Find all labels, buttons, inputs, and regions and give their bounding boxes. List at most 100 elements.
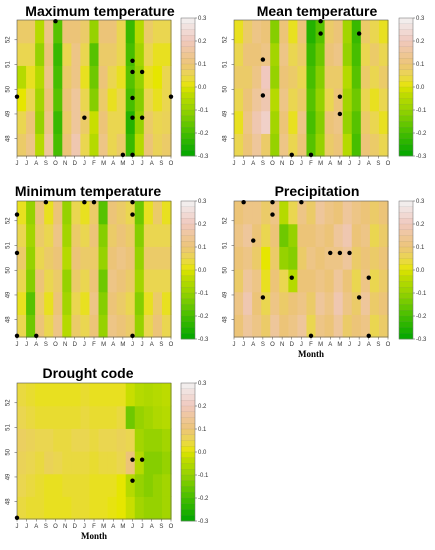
heatmap-cell xyxy=(306,269,317,293)
heatmap-cell xyxy=(143,88,154,112)
heatmap-cell xyxy=(89,496,100,520)
heatmap-cell xyxy=(369,65,380,89)
x-tick-label: N xyxy=(280,161,284,167)
heatmap-cell xyxy=(252,42,262,66)
heatmap-cell xyxy=(134,88,145,112)
heatmap-cell xyxy=(306,133,317,157)
x-tick-label: M xyxy=(120,161,125,167)
heatmap-cell xyxy=(80,246,91,270)
heatmap-cell xyxy=(369,269,380,293)
colorbar-segment xyxy=(180,298,196,305)
x-tick-label: J xyxy=(16,342,19,348)
heatmap-cell xyxy=(62,383,72,407)
heatmap-cell xyxy=(53,291,63,315)
significance-point xyxy=(318,19,323,24)
colorbar-segment xyxy=(398,127,414,134)
heatmap-cell xyxy=(306,20,317,44)
heatmap-cell xyxy=(53,428,63,452)
colorbar-tick-label: 0.3 xyxy=(416,16,425,22)
heatmap-cell xyxy=(143,451,154,475)
heatmap-cell xyxy=(161,133,172,157)
heatmap-cell xyxy=(234,314,244,338)
x-tick-label: D xyxy=(290,342,295,348)
heatmap-cell xyxy=(252,291,262,315)
heatmap-cell xyxy=(360,133,371,157)
colorbar-segment xyxy=(398,104,414,111)
colorbar-segment xyxy=(180,304,196,311)
heatmap-cell xyxy=(26,201,36,225)
x-tick-label: J xyxy=(358,342,361,348)
heatmap-cell xyxy=(261,291,271,315)
heatmap-cell xyxy=(270,223,280,247)
x-tick-label: J xyxy=(141,161,144,167)
colorbar-segment xyxy=(398,315,414,323)
colorbar-segment xyxy=(398,200,414,208)
heatmap-cell xyxy=(107,88,118,112)
heatmap-cell xyxy=(243,42,253,66)
heatmap-cell xyxy=(297,223,308,247)
heatmap-cell xyxy=(306,201,317,225)
heatmap-cell xyxy=(89,201,100,225)
colorbar-segment xyxy=(398,29,414,36)
x-tick-label: S xyxy=(159,161,163,167)
heatmap-cell xyxy=(134,405,145,429)
colorbar-tick-label: -0.2 xyxy=(198,314,209,320)
heatmap-cell xyxy=(161,88,172,112)
colorbar-segment xyxy=(398,223,414,231)
heatmap-cell xyxy=(234,246,244,270)
colorbar-segment xyxy=(180,81,196,88)
heatmap-cell xyxy=(107,133,118,157)
colorbar-segment xyxy=(398,218,414,225)
heatmap-cell xyxy=(62,246,72,270)
significance-point xyxy=(366,333,371,338)
colorbar-segment xyxy=(180,417,196,424)
heatmap-cell xyxy=(71,269,82,293)
colorbar-segment xyxy=(180,503,196,510)
heatmap-cell xyxy=(44,291,54,315)
heatmap-cell xyxy=(17,451,27,475)
heatmap-cell xyxy=(288,314,299,338)
heatmap-cell xyxy=(351,269,362,293)
panel-title: Maximum temperature xyxy=(25,3,175,19)
heatmap-cell xyxy=(143,201,154,225)
heatmap-cell xyxy=(234,133,244,157)
y-tick-label: 52 xyxy=(6,399,12,406)
colorbar-segment xyxy=(180,264,196,271)
colorbar-segment xyxy=(180,212,196,219)
heatmap-cell xyxy=(243,65,253,89)
heatmap-cell xyxy=(152,383,163,407)
heatmap-cell xyxy=(143,110,154,134)
colorbar-segment xyxy=(180,515,196,522)
colorbar-segment xyxy=(180,388,196,395)
x-tick-label: O xyxy=(169,342,174,348)
x-tick-label: S xyxy=(159,524,163,530)
heatmap-cell xyxy=(161,65,172,89)
heatmap-cell xyxy=(342,110,353,134)
heatmap-cell xyxy=(279,291,289,315)
heatmap-cell xyxy=(143,246,154,270)
heatmap-cell xyxy=(360,110,371,134)
heatmap-cell xyxy=(62,405,72,429)
x-tick-label: J xyxy=(300,342,303,348)
heatmap-cell xyxy=(351,65,362,89)
heatmap-cell xyxy=(143,269,154,293)
colorbar-tick-label: 0.1 xyxy=(198,62,207,68)
colorbar-segment xyxy=(398,246,414,254)
heatmap-cell xyxy=(306,223,317,247)
heatmap-cell xyxy=(297,20,308,44)
heatmap-cell xyxy=(333,20,344,44)
heatmap-cell xyxy=(315,110,326,134)
x-tick-label: A xyxy=(367,342,371,348)
significance-point xyxy=(91,200,97,205)
heatmap-cell xyxy=(161,223,172,247)
colorbar-segment xyxy=(398,40,414,48)
heatmap-cell xyxy=(80,201,91,225)
heatmap-cell xyxy=(44,496,54,520)
heatmap-cell xyxy=(243,314,253,338)
heatmap-cell xyxy=(125,405,136,429)
heatmap-cell xyxy=(270,201,280,225)
heatmap-cell xyxy=(143,314,154,338)
heatmap-cell xyxy=(161,496,172,520)
heatmap-cell xyxy=(315,42,326,66)
